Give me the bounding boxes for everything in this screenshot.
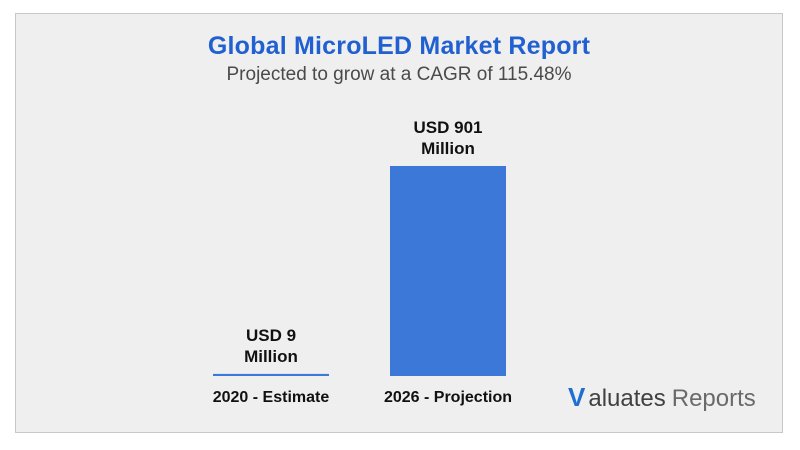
bar-chart: USD 9 Million 2020 - Estimate USD 901 Millio… [213,118,512,406]
bar-0 [213,373,329,376]
data-label-0-line-0: USD 9 [246,326,296,345]
bar-1 [390,166,506,376]
logo-word-valuates: aluates [588,385,666,412]
data-label-0-line-1: Million [244,347,298,366]
data-label-1-line-1: Million [421,139,475,158]
data-label-1-line-0: USD 901 [414,118,483,137]
chart-card: Global MicroLED Market Report Projected … [15,13,783,433]
logo-word-reports: Reports [671,385,756,412]
chart-subtitle: Projected to grow at a CAGR of 115.48% [226,64,572,85]
category-label-0: 2020 - Estimate [213,389,330,406]
chart-title: Global MicroLED Market Report [207,32,591,60]
logo-mark: V [568,382,586,412]
category-label-1: 2026 - Projection [384,389,512,406]
